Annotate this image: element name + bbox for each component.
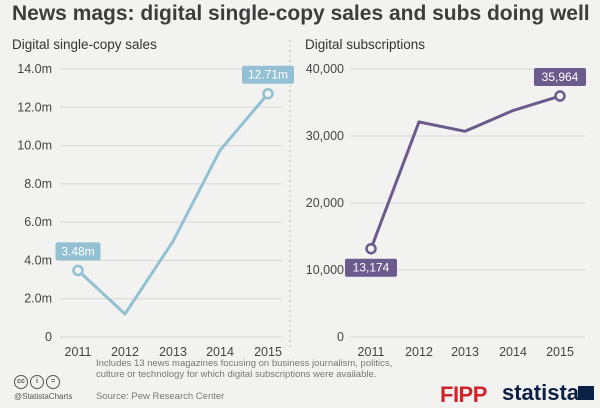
fipp-logo: FIPP	[440, 382, 487, 407]
left-y-tick-label: 10.0m	[17, 139, 52, 153]
right-chart-title: Digital subscriptions	[305, 37, 426, 52]
right-data-label: 13,174	[353, 261, 390, 275]
left-chart: 0 2.0m 4.0m 6.0m 8.0m 10.0m 12.0m 14.0m 2011 2012…	[17, 62, 294, 359]
left-data-label-box	[55, 242, 101, 261]
right-data-label-box	[345, 258, 397, 277]
footer-note: Includes 13 news magazines focusing on b…	[96, 358, 393, 380]
left-x-tick-label: 2011	[65, 345, 92, 359]
left-data-label: 3.48m	[61, 244, 94, 258]
left-series-line	[76, 92, 270, 316]
chart-title: News mags: digital single-copy sales and…	[12, 2, 590, 25]
right-x-tick-label: 2012	[405, 345, 433, 359]
right-y-tick-label: 20,000	[306, 196, 344, 210]
right-y-tick-label: 0	[337, 330, 344, 344]
right-data-point	[554, 90, 566, 102]
left-x-tick-label: 2012	[111, 345, 139, 359]
right-chart: 0 10,000 20,000 30,000 40,000 2011 2012 2013 201…	[306, 62, 586, 359]
right-x-tick-label: 2011	[358, 345, 385, 359]
left-y-tick-label: 6.0m	[24, 215, 52, 229]
right-y-tick-label: 30,000	[306, 129, 344, 143]
no-derivatives-icon: =	[46, 375, 60, 389]
left-chart-title: Digital single-copy sales	[12, 37, 157, 52]
right-data-label-box	[534, 68, 586, 87]
right-series-line	[369, 94, 562, 251]
right-x-tick-label: 2015	[546, 345, 574, 359]
left-x-tick-label: 2014	[206, 345, 234, 359]
right-x-tick-label: 2013	[451, 345, 479, 359]
right-x-tick-label: 2014	[499, 345, 527, 359]
left-x-tick-label: 2015	[254, 345, 282, 359]
left-y-tick-label: 14.0m	[17, 62, 52, 76]
right-data-label: 35,964	[542, 70, 579, 84]
right-y-tick-label: 10,000	[306, 263, 344, 277]
attribution-icon: i	[30, 375, 44, 389]
right-y-tick-label: 40,000	[306, 62, 344, 76]
left-y-tick-label: 8.0m	[24, 177, 52, 191]
left-data-label-box	[242, 65, 294, 84]
left-data-point	[262, 87, 274, 100]
statista-logo: statista	[502, 380, 580, 405]
left-y-tick-label: 12.0m	[17, 100, 52, 114]
left-y-tick-label: 0	[45, 330, 52, 344]
right-data-point	[365, 242, 377, 255]
credit-text: @StatistaCharts	[14, 392, 73, 401]
left-y-tick-label: 2.0m	[24, 292, 52, 306]
statista-mark-icon	[578, 386, 594, 400]
left-x-tick-label: 2013	[159, 345, 187, 359]
left-data-point	[72, 264, 84, 277]
left-y-tick-label: 4.0m	[24, 253, 52, 267]
footer-source: Source: Pew Research Center	[96, 391, 225, 402]
cc-icon: cc	[14, 375, 28, 389]
left-data-label: 12.71m	[248, 68, 288, 82]
license-icons: cc i =	[14, 375, 60, 389]
